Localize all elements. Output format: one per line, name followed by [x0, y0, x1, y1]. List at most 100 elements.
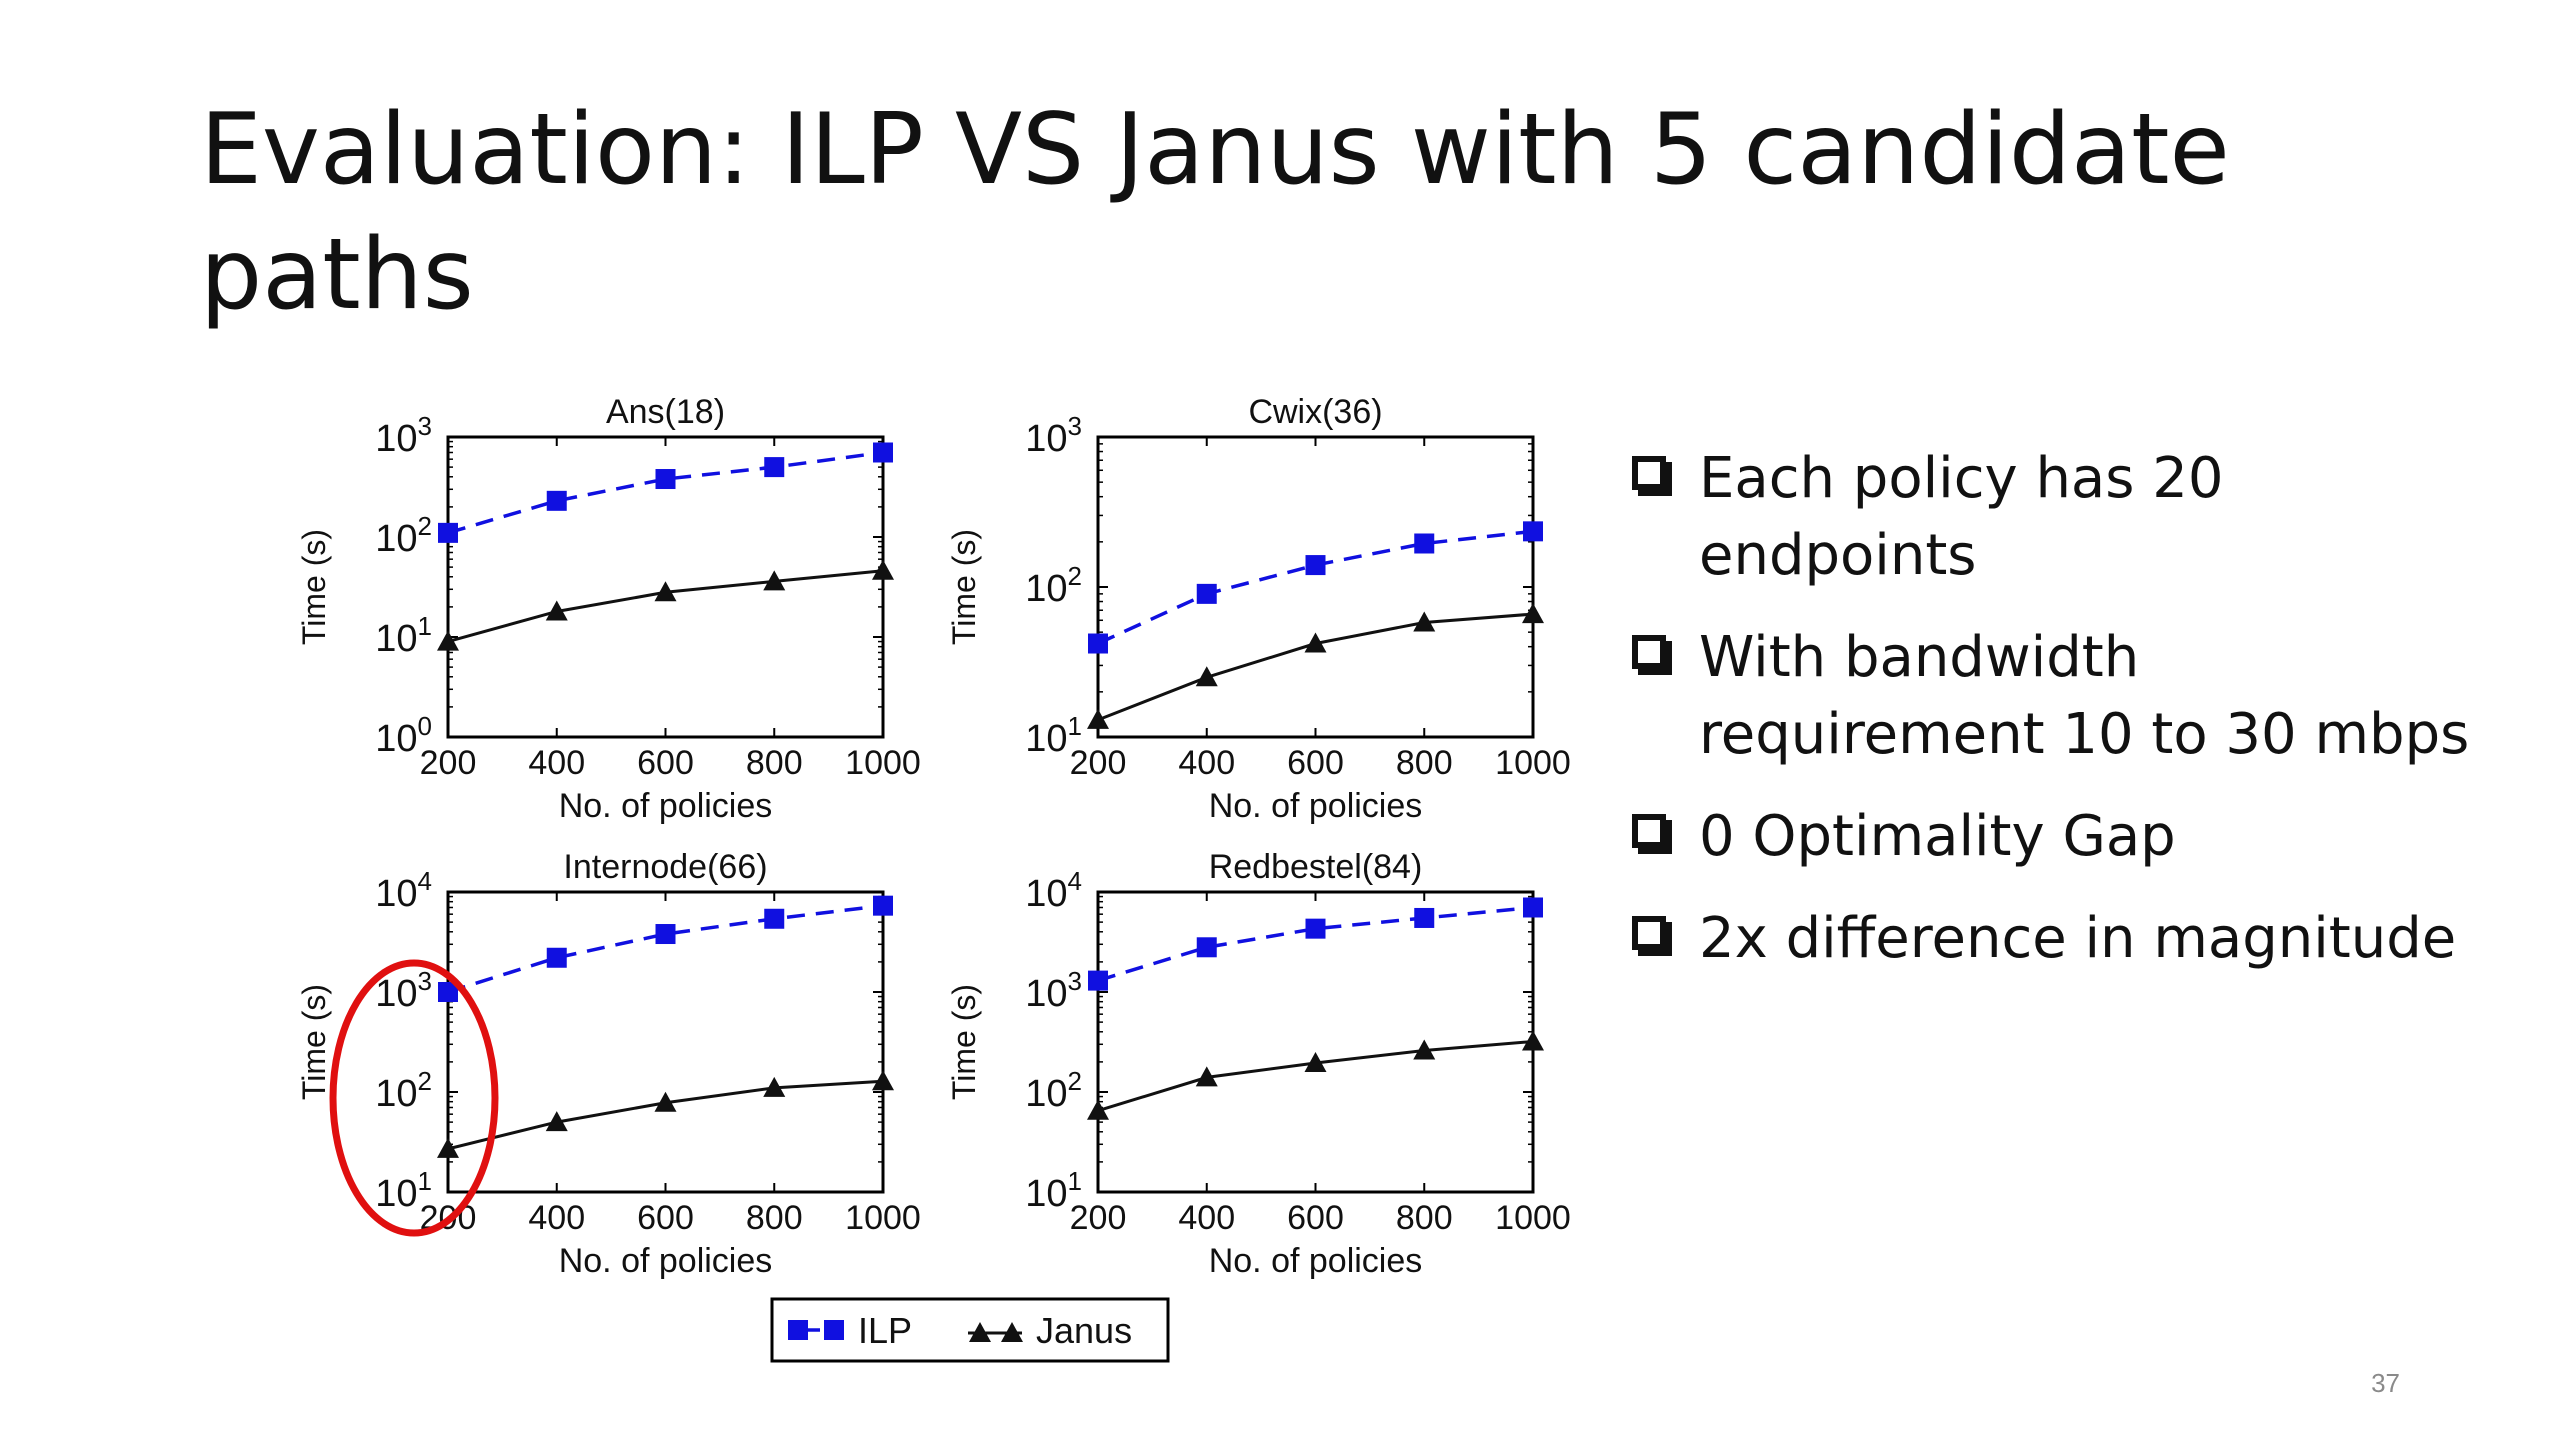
data-point-janus	[763, 1076, 786, 1097]
legend-marker-janus	[969, 1322, 991, 1342]
x-tick-label: 1000	[1495, 744, 1571, 782]
data-point-janus	[1195, 1066, 1218, 1087]
slide-title: Evaluation: ILP VS Janus with 5 candidat…	[200, 93, 2230, 332]
series-line-ilp	[1097, 905, 1534, 983]
y-tick-label: 101	[375, 611, 432, 660]
bullet-text: 0 Optimality Gap	[1699, 804, 2176, 869]
bullet-item: 2x difference in magnitude	[1624, 900, 2544, 977]
data-point-ilp	[1088, 633, 1108, 654]
data-point-janus	[437, 630, 459, 651]
bullet-item: With bandwidth requirement 10 to 30 mbps	[1624, 619, 2544, 773]
data-point-janus	[872, 559, 894, 580]
y-tick-label: 104	[375, 866, 432, 915]
data-point-ilp	[546, 490, 567, 511]
bullet-text: 2x difference in magnitude	[1699, 906, 2457, 971]
data-point-ilp	[655, 469, 676, 490]
y-tick-label: 101	[375, 1166, 432, 1215]
legend-marker-ilp	[824, 1320, 844, 1340]
data-point-janus	[545, 600, 568, 621]
x-tick-label: 200	[1070, 1199, 1127, 1237]
data-point-ilp	[873, 442, 893, 463]
chart-title: Redbestel(84)	[1209, 848, 1423, 886]
x-tick-label: 200	[1070, 744, 1127, 782]
checkbox-bullet-icon	[1632, 456, 1666, 490]
legend: ILP Janus	[770, 1297, 1170, 1363]
data-point-janus	[872, 1070, 894, 1091]
data-point-ilp	[1305, 918, 1326, 939]
series-line-janus	[1097, 612, 1534, 722]
y-axis-label: Time (s)	[296, 529, 332, 645]
y-tick-label: 103	[375, 966, 432, 1015]
x-tick-label: 1000	[845, 1199, 921, 1237]
data-point-ilp	[655, 924, 676, 945]
x-axis-label: No. of policies	[1209, 1242, 1423, 1280]
data-point-ilp	[1305, 555, 1326, 576]
data-point-ilp	[438, 522, 458, 543]
y-tick-label: 103	[1025, 411, 1082, 460]
y-tick-label: 103	[375, 411, 432, 460]
y-axis-label: Time (s)	[946, 529, 982, 645]
bullet-item: Each policy has 20 endpoints	[1624, 440, 2544, 594]
y-axis-label: Time (s)	[946, 984, 982, 1100]
data-point-ilp	[1414, 907, 1435, 928]
bullet-text-continuation: endpoints	[1699, 523, 1977, 588]
data-point-ilp	[1088, 970, 1108, 991]
x-tick-label: 400	[1178, 744, 1235, 782]
bullet-text: Each policy has 20	[1699, 446, 2224, 511]
page-number: 37	[2371, 1368, 2400, 1398]
data-point-janus	[763, 570, 786, 591]
series-line-ilp	[1097, 529, 1534, 646]
series-line-ilp	[447, 903, 884, 994]
series-line-janus	[447, 1079, 884, 1151]
y-tick-label: 104	[1025, 866, 1082, 915]
x-axis-label: No. of policies	[1209, 787, 1423, 825]
x-tick-label: 400	[528, 1199, 585, 1237]
data-point-ilp	[1523, 521, 1543, 542]
checkbox-bullet-icon	[1632, 916, 1666, 950]
data-point-ilp	[1523, 897, 1543, 918]
data-point-janus	[1522, 603, 1544, 624]
data-point-janus	[654, 1091, 677, 1112]
y-tick-label: 101	[1025, 1166, 1082, 1215]
bullet-list: Each policy has 20 endpoints With bandwi…	[1624, 440, 2544, 1002]
x-tick-label: 600	[637, 1199, 694, 1237]
data-point-ilp	[1414, 533, 1435, 554]
data-point-ilp	[873, 895, 893, 916]
chart-panel: Redbestel(84) 200 400 600 800 1000 No. of poli…	[946, 848, 1571, 1280]
data-point-janus	[545, 1111, 568, 1132]
data-point-ilp	[546, 947, 567, 968]
x-axis-label: No. of policies	[559, 1242, 773, 1280]
y-tick-label: 102	[375, 1066, 432, 1115]
series-line-ilp	[447, 450, 884, 535]
y-tick-label: 103	[1025, 966, 1082, 1015]
bullet-text: With bandwidth	[1699, 625, 2140, 690]
bullet-item: 0 Optimality Gap	[1624, 798, 2544, 875]
x-tick-label: 600	[637, 744, 694, 782]
chart-panel: Cwix(36) 200 400 600 800 1000 No. of policies 1…	[946, 393, 1571, 825]
checkbox-bullet-icon	[1632, 635, 1666, 669]
x-axis-label: No. of policies	[559, 787, 773, 825]
data-point-janus	[1195, 666, 1218, 687]
data-point-ilp	[764, 457, 785, 478]
x-tick-label: 800	[746, 744, 803, 782]
y-tick-label: 101	[1025, 711, 1082, 760]
y-tick-label: 102	[375, 511, 432, 560]
plot-frame	[1096, 435, 1535, 739]
data-point-ilp	[764, 908, 785, 929]
checkbox-bullet-icon	[1632, 814, 1666, 848]
data-point-ilp	[1196, 583, 1217, 604]
y-tick-label: 100	[375, 711, 432, 760]
x-tick-label: 600	[1287, 1199, 1344, 1237]
x-tick-label: 400	[528, 744, 585, 782]
highlight-ellipse	[329, 959, 499, 1237]
x-tick-label: 400	[1178, 1199, 1235, 1237]
legend-label-janus: Janus	[1036, 1310, 1132, 1351]
x-tick-label: 800	[1396, 744, 1453, 782]
series-line-janus	[1097, 1039, 1534, 1113]
data-point-janus	[1413, 1039, 1436, 1060]
y-tick-label: 102	[1025, 561, 1082, 610]
y-axis-label: Time (s)	[296, 984, 332, 1100]
chart-panel: Ans(18) 200 400 600 800 1000 No. of policies 10…	[296, 393, 921, 825]
